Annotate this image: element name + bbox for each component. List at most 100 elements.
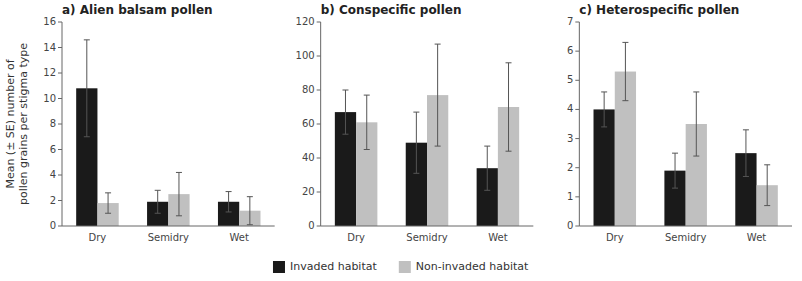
x-axis <box>321 226 534 227</box>
error-cap <box>506 62 512 63</box>
title: a) Alien balsam pollen <box>62 3 213 17</box>
error-bar <box>413 112 419 173</box>
error-bar <box>484 146 490 190</box>
x-tick-label: Wet <box>230 232 249 243</box>
y-tick-label: 2 <box>567 162 573 173</box>
y-axis <box>579 22 580 226</box>
error-bar <box>84 40 90 137</box>
x-tick-label: Wet <box>747 232 766 243</box>
x-tick-label: Semidry <box>406 232 447 243</box>
error-cap <box>435 146 441 147</box>
y-tick <box>58 22 62 23</box>
error-cap <box>764 205 770 206</box>
error-cap <box>176 172 182 173</box>
error-bar <box>226 192 232 212</box>
y-tick <box>575 22 579 23</box>
y-tick <box>317 56 321 57</box>
y-tick <box>317 124 321 125</box>
legend-label: Invaded habitat <box>290 260 378 273</box>
error-stem <box>487 146 488 190</box>
error-cap <box>693 91 699 92</box>
y-tick-label: 40 <box>302 152 315 163</box>
y-tick-label: 6 <box>50 144 56 155</box>
y-tick <box>317 192 321 193</box>
y-tick-label: 80 <box>302 84 315 95</box>
error-cap <box>672 188 678 189</box>
error-stem <box>228 192 229 212</box>
error-stem <box>625 42 626 100</box>
error-bar <box>176 172 182 215</box>
error-cap <box>413 112 419 113</box>
error-bar <box>342 90 348 134</box>
error-bar <box>622 42 628 100</box>
y-tick <box>317 158 321 159</box>
y-tick <box>575 196 579 197</box>
y-tick-label: 3 <box>567 133 573 144</box>
y-tick-label: 0 <box>308 220 314 231</box>
y-tick <box>58 98 62 99</box>
error-cap <box>693 156 699 157</box>
y-tick <box>58 124 62 125</box>
y-axis-label-line: Mean (± SE) number of <box>4 58 17 188</box>
error-bar <box>672 153 678 188</box>
error-bar <box>435 44 441 146</box>
error-stem <box>604 92 605 127</box>
y-axis-label: Mean (± SE) number ofpollen grains per s… <box>4 43 30 205</box>
panel: c) Heterospecific pollen01234567DrySemid… <box>567 3 792 243</box>
y-axis-label-line: pollen grains per stigma type <box>17 43 30 205</box>
legend-label: Non-invaded habitat <box>416 260 529 273</box>
x-axis <box>62 226 275 227</box>
error-bar <box>764 165 770 206</box>
y-tick-label: 7 <box>567 16 573 27</box>
error-bar <box>105 193 111 213</box>
error-cap <box>105 192 111 193</box>
y-tick <box>58 175 62 176</box>
error-cap <box>364 95 370 96</box>
error-cap <box>743 129 749 130</box>
x-axis <box>579 226 792 227</box>
error-bar <box>155 190 161 213</box>
y-tick-label: 5 <box>567 74 573 85</box>
y-tick-label: 120 <box>296 16 315 27</box>
legend-swatch <box>399 261 411 273</box>
chart: a) Alien balsam pollen Mean (± SE) number… <box>0 0 802 281</box>
x-tick-label: Wet <box>488 232 507 243</box>
x-tick-label: Semidry <box>665 232 706 243</box>
x-tick-label: Dry <box>606 232 624 243</box>
y-tick <box>575 226 579 227</box>
error-stem <box>157 190 158 213</box>
error-cap <box>226 211 232 212</box>
y-tick-label: 100 <box>296 50 315 61</box>
error-stem <box>108 193 109 213</box>
bar <box>594 109 615 226</box>
y-tick-label: 4 <box>50 169 56 180</box>
marks <box>594 42 778 226</box>
error-cap <box>764 164 770 165</box>
error-bar <box>601 92 607 127</box>
error-stem <box>416 112 417 173</box>
y-axis <box>320 22 321 226</box>
error-cap <box>672 153 678 154</box>
y-tick-label: 2 <box>50 195 56 206</box>
legend-item: Invaded habitat <box>273 260 378 273</box>
error-stem <box>675 153 676 188</box>
y-tick-label: 14 <box>43 42 56 53</box>
y-tick <box>575 167 579 168</box>
y-tick-label: 4 <box>567 103 573 114</box>
error-stem <box>437 44 438 146</box>
y-tick-label: 12 <box>43 67 56 78</box>
error-stem <box>345 90 346 134</box>
error-bar <box>364 95 370 149</box>
error-cap <box>226 191 232 192</box>
error-stem <box>249 197 250 225</box>
error-cap <box>484 146 490 147</box>
x-tick-label: Dry <box>347 232 365 243</box>
error-cap <box>743 176 749 177</box>
error-cap <box>342 90 348 91</box>
error-cap <box>105 213 111 214</box>
y-tick-label: 16 <box>43 16 56 27</box>
error-cap <box>622 42 628 43</box>
error-cap <box>84 39 90 40</box>
error-bar <box>693 92 699 156</box>
error-cap <box>247 196 253 197</box>
